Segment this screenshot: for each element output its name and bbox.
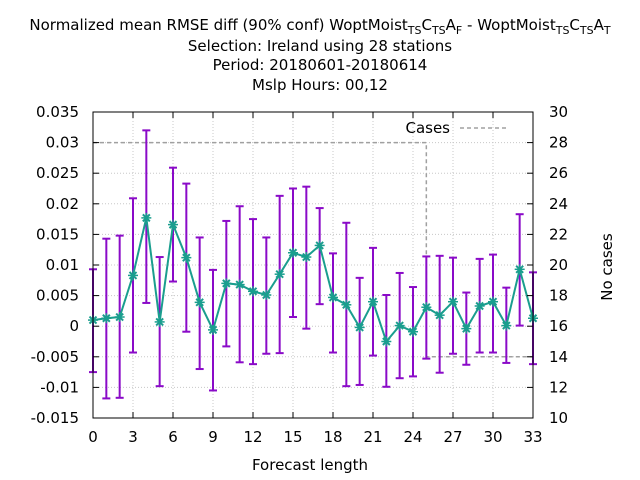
y2-tick-label: 30 (549, 103, 568, 121)
data-point (421, 302, 432, 313)
data-point (328, 292, 338, 303)
y2-tick-label: 20 (549, 256, 568, 274)
chart-title-line-2: Selection: Ireland using 28 stations (188, 37, 452, 55)
y2-axis-label: No cases (598, 233, 616, 301)
cases-line (93, 141, 533, 358)
y-tick-label: 0.035 (36, 103, 79, 121)
y-axis-ticks: -0.015 -0.01 -0.005 0 0.005 0.01 0.015 0.02 0.02… (31, 103, 99, 427)
error-bars (89, 129, 537, 400)
chart-title-line-1: Normalized mean RMSE diff (90% conf) Wop… (29, 16, 610, 37)
data-point (141, 212, 152, 223)
y-tick-label: 0.03 (46, 134, 79, 152)
data-point (194, 297, 205, 308)
data-point (394, 320, 405, 331)
x-tick-label: 15 (283, 428, 302, 446)
data-point (501, 320, 512, 331)
cases-series (93, 141, 533, 358)
x-axis-ticks: 0 3 6 9 12 15 18 21 24 27 30 33 (88, 112, 543, 446)
y-tick-label: -0.015 (31, 409, 79, 427)
y-tick-label: 0.005 (36, 287, 79, 305)
data-point (288, 247, 298, 258)
x-tick-label: 21 (363, 428, 382, 446)
y-tick-label: 0.01 (46, 256, 79, 274)
data-point (341, 299, 352, 310)
data-point (488, 296, 498, 307)
x-tick-label: 6 (168, 428, 178, 446)
y2-tick-label: 26 (549, 164, 568, 182)
data-point (381, 336, 392, 347)
data-point (181, 252, 192, 263)
y2-tick-label: 12 (549, 378, 568, 396)
y2-tick-label: 14 (549, 348, 568, 366)
x-tick-label: 30 (483, 428, 502, 446)
x-tick-label: 9 (208, 428, 218, 446)
data-point (354, 322, 365, 333)
y2-tick-label: 24 (549, 195, 568, 213)
data-point (434, 310, 445, 321)
y2-tick-label: 18 (549, 287, 568, 305)
legend-label-cases: Cases (405, 119, 450, 137)
data-point (514, 264, 525, 275)
y-tick-label: 0.02 (46, 195, 79, 213)
legend: Cases (405, 119, 506, 137)
data-point (154, 316, 165, 327)
x-tick-label: 18 (323, 428, 342, 446)
chart-title-line-4: Mslp Hours: 00,12 (252, 76, 388, 94)
x-tick-label: 12 (243, 428, 262, 446)
y2-axis-ticks: 10 12 14 16 18 20 22 24 26 28 30 (527, 103, 568, 427)
y2-tick-label: 16 (549, 317, 568, 335)
data-point (314, 240, 325, 251)
y-tick-label: -0.01 (40, 378, 79, 396)
y2-tick-label: 28 (549, 134, 568, 152)
data-point (408, 326, 418, 337)
data-point (261, 289, 272, 300)
data-point (221, 278, 232, 289)
data-point (274, 269, 285, 280)
chart-title-line-3: Period: 20180601-20180614 (213, 56, 428, 74)
y2-tick-label: 10 (549, 409, 568, 427)
data-point (461, 323, 472, 334)
y2-tick-label: 22 (549, 225, 568, 243)
data-point (114, 312, 125, 323)
data-point (301, 252, 312, 263)
x-tick-label: 27 (443, 428, 462, 446)
x-tick-label: 3 (128, 428, 138, 446)
data-point (101, 313, 112, 324)
data-point (208, 324, 218, 335)
data-point (234, 279, 245, 290)
x-tick-label: 33 (523, 428, 542, 446)
x-axis-label: Forecast length (252, 456, 368, 474)
y-tick-label: -0.005 (31, 348, 79, 366)
data-point (448, 296, 458, 307)
mean-line (92, 217, 534, 344)
data-point (248, 286, 258, 297)
y-tick-label: 0 (69, 317, 79, 335)
data-point (368, 296, 378, 307)
x-tick-label: 0 (88, 428, 98, 446)
data-point (128, 270, 138, 281)
data-point (474, 301, 485, 312)
y-tick-label: 0.025 (36, 164, 79, 182)
y-tick-label: 0.015 (36, 225, 79, 243)
data-point (168, 219, 178, 230)
x-tick-label: 24 (403, 428, 422, 446)
